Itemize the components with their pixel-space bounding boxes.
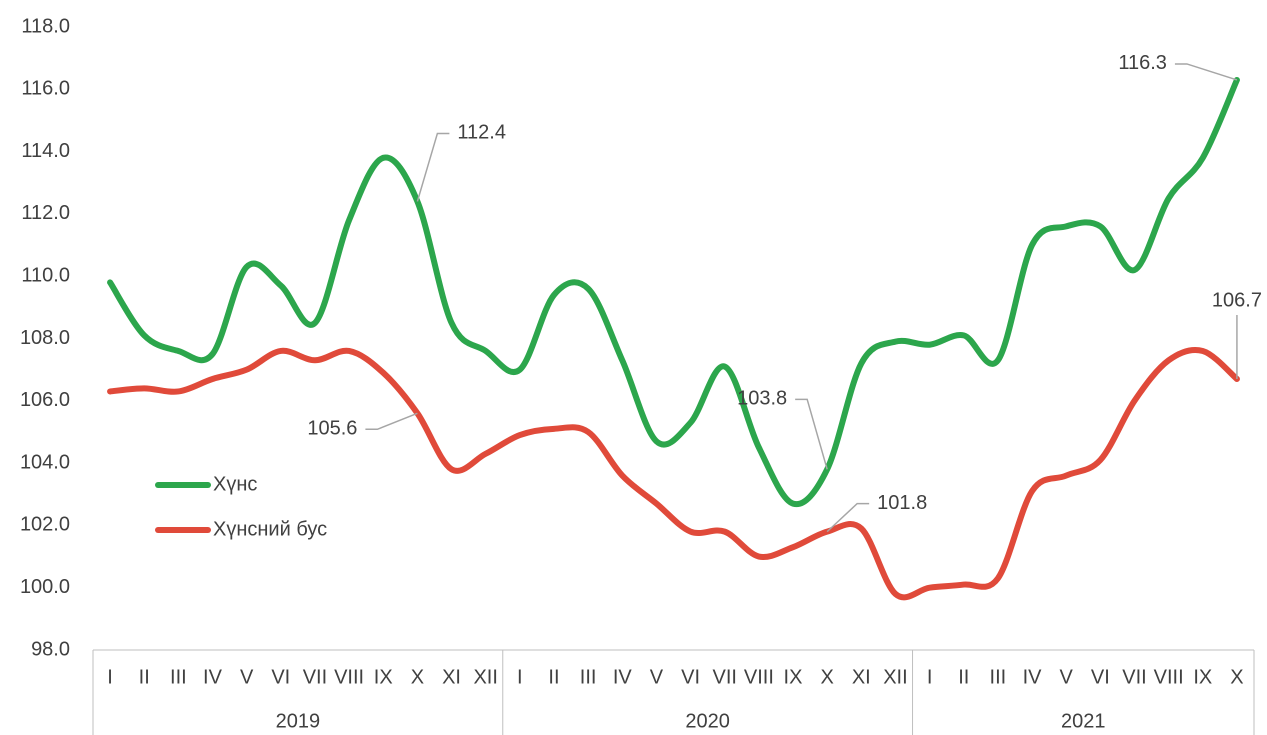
x-tick-label: VI [271, 666, 290, 688]
x-tick-label: X [411, 666, 424, 688]
y-tick-label: 100.0 [20, 576, 70, 598]
y-tick-label: 106.0 [20, 389, 70, 411]
x-tick-label: X [1230, 666, 1243, 688]
leader-line [365, 412, 418, 431]
x-tick-label: VII [1122, 666, 1146, 688]
leader-line [826, 502, 870, 533]
y-tick-label: 108.0 [20, 327, 70, 349]
x-tick-label: VIII [1154, 666, 1184, 688]
group-label: 2020 [685, 710, 730, 732]
x-tick-label: III [580, 666, 597, 688]
x-tick-label: XII [883, 666, 907, 688]
y-tick-label: 102.0 [20, 514, 70, 536]
y-tick-label: 110.0 [21, 264, 70, 286]
x-tick-label: IV [1023, 666, 1043, 688]
data-label: 116.3 [1118, 52, 1167, 74]
legend-label: Хүнс [213, 473, 257, 495]
x-tick-label: III [170, 666, 187, 688]
leader-line [795, 398, 828, 470]
x-tick-label: I [517, 666, 523, 688]
x-tick-label: VI [1091, 666, 1110, 688]
y-tick-label: 118.0 [21, 15, 70, 37]
x-tick-label: IV [203, 666, 223, 688]
x-tick-label: III [990, 666, 1007, 688]
x-tick-label: XII [473, 666, 497, 688]
x-tick-label: VIII [744, 666, 774, 688]
series-line [107, 76, 1240, 508]
x-tick-label: IX [374, 666, 393, 688]
data-label: 103.8 [737, 388, 787, 410]
y-tick-label: 112.0 [21, 202, 70, 224]
x-tick-label: II [139, 666, 150, 688]
x-tick-label: V [650, 666, 664, 688]
x-tick-label: I [927, 666, 933, 688]
x-tick-label: I [107, 666, 113, 688]
leader-line [416, 132, 450, 202]
legend-label: Хүнсний бус [213, 518, 327, 540]
x-tick-label: VII [303, 666, 327, 688]
x-tick-label: IV [613, 666, 633, 688]
group-label: 2021 [1061, 710, 1106, 732]
data-label: 106.7 [1212, 289, 1262, 311]
x-tick-label: XI [442, 666, 461, 688]
y-tick-label: 98.0 [31, 638, 70, 660]
x-tick-label: V [1060, 666, 1074, 688]
y-tick-label: 116.0 [21, 78, 70, 100]
x-tick-label: X [820, 666, 833, 688]
x-tick-label: VI [681, 666, 700, 688]
y-tick-label: 104.0 [20, 451, 70, 473]
x-tick-label: II [548, 666, 559, 688]
series-line [107, 346, 1240, 601]
data-label: 105.6 [307, 418, 357, 440]
data-label: 112.4 [457, 122, 506, 144]
y-tick-label: 114.0 [21, 140, 70, 162]
data-label: 101.8 [877, 492, 927, 514]
x-tick-label: IX [1193, 666, 1212, 688]
leader-line [1174, 63, 1238, 81]
x-tick-label: VII [712, 666, 736, 688]
group-label: 2019 [276, 710, 321, 732]
x-tick-label: II [958, 666, 969, 688]
x-tick-label: XI [852, 666, 871, 688]
x-tick-label: V [240, 666, 254, 688]
x-tick-label: IX [784, 666, 803, 688]
x-tick-label: VIII [334, 666, 364, 688]
